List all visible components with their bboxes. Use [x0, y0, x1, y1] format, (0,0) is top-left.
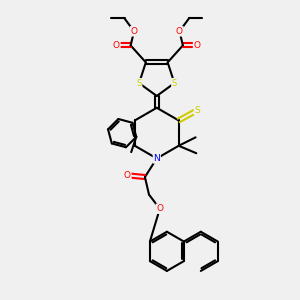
Text: O: O	[194, 41, 201, 50]
Text: O: O	[124, 171, 131, 180]
Text: S: S	[194, 106, 200, 115]
Text: O: O	[176, 27, 183, 36]
Text: O: O	[156, 204, 163, 213]
Text: O: O	[113, 41, 120, 50]
Text: S: S	[136, 79, 142, 88]
Text: O: O	[130, 27, 137, 36]
Text: N: N	[153, 154, 160, 163]
Text: S: S	[172, 79, 177, 88]
